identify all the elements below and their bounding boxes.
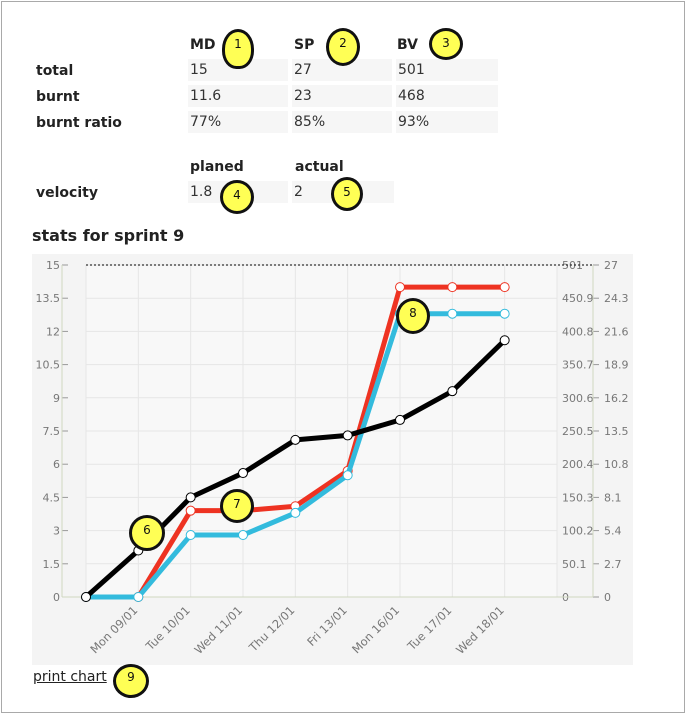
data-point xyxy=(395,282,405,293)
y-left-tick-label: 7.5 xyxy=(43,425,61,438)
cell-total-bv: 501 xyxy=(396,59,498,81)
cell-total-sp: 27 xyxy=(292,59,392,81)
annotation-marker-8: 8 xyxy=(396,298,430,334)
y-left-tick-label: 1.5 xyxy=(43,558,61,571)
cell-ratio-sp: 85% xyxy=(292,111,392,133)
data-point xyxy=(133,592,144,602)
annotation-marker-6: 6 xyxy=(129,515,165,551)
data-point xyxy=(447,308,458,319)
y-left-tick-label: 0 xyxy=(53,591,60,604)
x-tick-label: Tue 17/01 xyxy=(404,603,455,654)
y-right-tick-label: 8.1 xyxy=(604,491,622,504)
y-right-tick-label: 21.6 xyxy=(604,325,629,338)
chart-title: stats for sprint 9 xyxy=(32,226,185,245)
y-mid-tick-label: 150.3 xyxy=(562,491,594,504)
data-point xyxy=(290,507,301,518)
y-mid-tick-label: 200.4 xyxy=(562,458,594,471)
y-left-tick-label: 12 xyxy=(46,325,60,338)
data-point xyxy=(185,505,196,516)
annotation-marker-3: 3 xyxy=(429,28,463,60)
y-mid-tick-label: 250.5 xyxy=(562,425,594,438)
y-right-tick-label: 24.3 xyxy=(604,292,629,305)
y-left-tick-label: 13.5 xyxy=(36,292,61,305)
data-point xyxy=(238,468,248,479)
y-left-tick-label: 3 xyxy=(53,525,60,538)
y-left-tick-label: 4.5 xyxy=(43,491,61,504)
cell-ratio-md: 77% xyxy=(188,111,288,133)
annotation-marker-5: 5 xyxy=(331,177,363,211)
col-header-actual: actual xyxy=(295,159,344,175)
data-point xyxy=(81,592,91,602)
row-label-burnt-ratio: burnt ratio xyxy=(36,115,122,131)
row-label-total: total xyxy=(36,63,74,79)
y-right-tick-label: 5.4 xyxy=(604,525,622,538)
y-right-tick-label: 18.9 xyxy=(604,359,629,372)
chart-area: 0001.550.12.73100.25.44.5150.38.16200.41… xyxy=(32,254,633,665)
data-point xyxy=(447,386,458,397)
data-point xyxy=(342,430,353,441)
data-point xyxy=(499,282,510,293)
y-mid-tick-label: 501 xyxy=(562,259,583,272)
x-tick-label: Wed 18/01 xyxy=(453,603,507,657)
y-mid-tick-label: 300.6 xyxy=(562,392,594,405)
x-tick-label: Thu 12/01 xyxy=(246,603,298,655)
data-point xyxy=(499,335,510,346)
x-tick-label: Wed 11/01 xyxy=(191,603,245,657)
y-left-tick-label: 15 xyxy=(46,259,60,272)
data-point xyxy=(238,530,248,541)
annotation-marker-7: 7 xyxy=(220,489,254,523)
data-point xyxy=(342,470,353,481)
y-right-tick-label: 2.7 xyxy=(604,558,622,571)
cell-burnt-md: 11.6 xyxy=(188,85,288,107)
y-left-tick-label: 6 xyxy=(53,458,60,471)
print-chart-link[interactable]: print chart xyxy=(33,669,107,685)
col-header-planed: planed xyxy=(190,159,244,175)
y-right-tick-label: 13.5 xyxy=(604,425,629,438)
annotation-marker-1: 1 xyxy=(222,29,254,69)
data-point xyxy=(447,282,458,293)
data-point xyxy=(290,434,301,445)
y-mid-tick-label: 50.1 xyxy=(562,558,587,571)
data-point xyxy=(185,530,196,541)
x-tick-label: Mon 09/01 xyxy=(87,603,140,656)
y-right-tick-label: 16.2 xyxy=(604,392,629,405)
y-left-tick-label: 9 xyxy=(53,392,60,405)
x-tick-label: Fri 13/01 xyxy=(304,603,350,649)
y-right-tick-label: 10.8 xyxy=(604,458,629,471)
y-right-tick-label: 0 xyxy=(604,591,611,604)
y-mid-tick-label: 450.9 xyxy=(562,292,594,305)
col-header-sp: SP xyxy=(294,37,315,53)
annotation-marker-2: 2 xyxy=(326,28,360,66)
y-mid-tick-label: 100.2 xyxy=(562,525,594,538)
data-point xyxy=(395,414,405,425)
burndown-chart: 0001.550.12.73100.25.44.5150.38.16200.41… xyxy=(36,259,629,657)
cell-burnt-bv: 468 xyxy=(396,85,498,107)
annotation-marker-9: 9 xyxy=(113,664,149,698)
cell-burnt-sp: 23 xyxy=(292,85,392,107)
x-tick-label: Tue 10/01 xyxy=(142,603,193,654)
data-point xyxy=(499,308,510,319)
cell-total-md: 15 xyxy=(188,59,288,81)
y-right-tick-label: 27 xyxy=(604,259,618,272)
data-point xyxy=(185,492,196,503)
y-left-tick-label: 10.5 xyxy=(36,359,61,372)
col-header-bv: BV xyxy=(397,37,418,53)
y-mid-tick-label: 350.7 xyxy=(562,359,594,372)
x-tick-label: Mon 16/01 xyxy=(349,603,402,656)
row-label-velocity: velocity xyxy=(36,185,98,201)
row-label-burnt: burnt xyxy=(36,89,80,105)
col-header-md: MD xyxy=(190,37,216,53)
annotation-marker-4: 4 xyxy=(220,180,254,214)
y-mid-tick-label: 400.8 xyxy=(562,325,594,338)
cell-ratio-bv: 93% xyxy=(396,111,498,133)
